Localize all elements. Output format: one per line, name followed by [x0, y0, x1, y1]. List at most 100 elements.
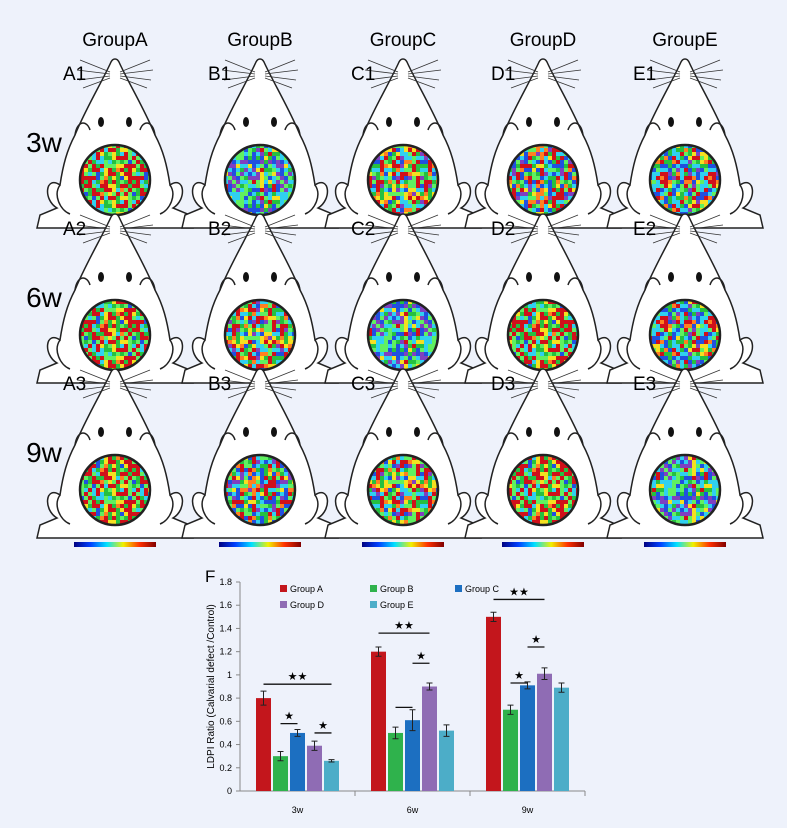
error-bar — [426, 682, 433, 691]
y-tick-label: 0.2 — [219, 763, 232, 773]
panel-label: A3 — [63, 374, 86, 395]
bar — [537, 673, 552, 791]
y-tick-label: 0 — [227, 786, 232, 796]
panel-label: B2 — [208, 219, 231, 240]
error-bar — [294, 728, 301, 737]
error-bar — [409, 709, 416, 732]
perfusion-image — [78, 143, 152, 217]
y-tick-label: 0.6 — [219, 716, 232, 726]
group-header: GroupE — [652, 30, 717, 51]
panel-label: C2 — [351, 219, 375, 240]
perfusion-image — [506, 453, 580, 527]
legend-swatch — [280, 601, 287, 608]
perfusion-image — [223, 453, 297, 527]
significance-label: ★ — [531, 634, 541, 646]
perfusion-image — [506, 143, 580, 217]
perfusion-image — [648, 298, 722, 372]
bar — [307, 745, 322, 791]
y-tick-label: 1.4 — [219, 623, 232, 633]
error-bar — [260, 690, 267, 706]
panel-label: D2 — [491, 219, 515, 240]
error-bar — [311, 740, 318, 751]
legend-swatch — [280, 585, 287, 592]
significance-label: ★★ — [509, 586, 529, 598]
significance-label: ★★ — [394, 620, 414, 632]
perfusion-image — [506, 298, 580, 372]
significance-label: ★ — [284, 711, 294, 723]
bar — [520, 685, 535, 791]
error-bar — [507, 704, 514, 715]
perfusion-image — [223, 298, 297, 372]
bar — [554, 687, 569, 791]
color-scale — [644, 542, 726, 547]
group-header: GroupB — [227, 30, 292, 51]
color-scale — [362, 542, 444, 547]
significance-label: ★ — [318, 720, 328, 732]
panel-label: B3 — [208, 374, 231, 395]
perfusion-image — [223, 143, 297, 217]
error-bar — [375, 646, 382, 657]
bar — [256, 698, 271, 791]
panel-label: A2 — [63, 219, 86, 240]
panel-label: E1 — [633, 64, 656, 85]
group-header: GroupA — [82, 30, 148, 51]
y-tick-label: 1.2 — [219, 647, 232, 657]
significance-label: ★ — [416, 650, 426, 662]
legend-label: Group C — [465, 584, 500, 594]
error-bar — [541, 667, 548, 681]
legend-swatch — [455, 585, 462, 592]
panel-label: E3 — [633, 374, 656, 395]
bar — [388, 732, 403, 791]
perfusion-image — [648, 143, 722, 217]
bar — [486, 616, 501, 791]
y-tick-label: 1.6 — [219, 600, 232, 610]
x-tick-label: 9w — [522, 805, 534, 815]
color-scale — [502, 542, 584, 547]
significance-label: ★ — [514, 670, 524, 682]
bar — [371, 651, 386, 791]
bar — [405, 720, 420, 791]
bar — [503, 709, 518, 791]
panel-label: D1 — [491, 64, 515, 85]
group-header: GroupD — [510, 30, 577, 51]
color-scale — [74, 542, 156, 547]
perfusion-image — [366, 453, 440, 527]
y-tick-label: 0.8 — [219, 693, 232, 703]
panel-label: C3 — [351, 374, 375, 395]
y-tick-label: 0.4 — [219, 740, 232, 750]
perfusion-image — [366, 143, 440, 217]
bar — [422, 686, 437, 791]
bar — [324, 760, 339, 791]
chart-title: F — [205, 567, 215, 586]
x-tick-label: 6w — [407, 805, 419, 815]
perfusion-image — [366, 298, 440, 372]
row-label: 3w — [26, 127, 63, 158]
panel-label: C1 — [351, 64, 375, 85]
perfusion-image — [78, 453, 152, 527]
significance-label: ★★ — [288, 671, 308, 683]
row-label: 6w — [26, 282, 63, 313]
y-tick-label: 1 — [227, 670, 232, 680]
y-tick-label: 1.8 — [219, 577, 232, 587]
rat-grid: GroupA GroupB GroupC GroupD GroupE 3w 6w 9w A1 B1… — [26, 30, 764, 547]
perfusion-image — [648, 453, 722, 527]
x-tick-label: 3w — [292, 805, 304, 815]
legend-swatch — [370, 585, 377, 592]
legend-swatch — [370, 601, 377, 608]
error-bar — [392, 726, 399, 740]
row-label: 9w — [26, 437, 63, 468]
error-bar — [328, 759, 335, 763]
group-header: GroupC — [370, 30, 437, 51]
bar — [439, 730, 454, 791]
color-scale — [219, 542, 301, 547]
error-bar — [277, 751, 284, 762]
perfusion-image — [78, 298, 152, 372]
legend-label: Group D — [290, 600, 325, 610]
panel-label: D3 — [491, 374, 515, 395]
y-axis-label: LDPI Ratio (Calvarial defect /Control) — [206, 604, 217, 769]
bar — [273, 756, 288, 791]
legend-label: Group A — [290, 584, 323, 594]
legend-label: Group B — [380, 584, 414, 594]
